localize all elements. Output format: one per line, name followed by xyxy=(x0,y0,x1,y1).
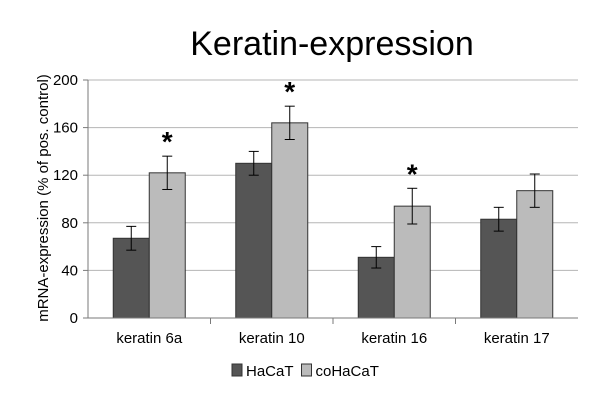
bar-cohacat-3 xyxy=(393,205,431,319)
bar-cohacat-1 xyxy=(148,172,186,319)
significance-markers: * * * xyxy=(162,76,418,189)
y-tick-label: 0 xyxy=(70,310,78,327)
bar-hacat-4 xyxy=(480,218,518,319)
x-category-label: keratin 6a xyxy=(116,330,183,347)
bar-hacat-2 xyxy=(235,162,273,319)
x-category-label: keratin 10 xyxy=(239,330,305,347)
bar-hacat-1 xyxy=(112,237,150,319)
x-category-label: keratin 16 xyxy=(361,330,427,347)
bar-cohacat-2 xyxy=(271,122,309,319)
y-tick-label: 40 xyxy=(61,262,78,279)
y-tick-label: 160 xyxy=(53,120,78,137)
y-tick-label: 200 xyxy=(53,72,78,89)
legend-label-cohacat: coHaCaT xyxy=(316,363,379,380)
legend-swatch-hacat xyxy=(231,363,243,377)
y-tick-label: 80 xyxy=(61,215,78,232)
legend-swatch-cohacat xyxy=(301,363,312,377)
chart-title: Keratin-expression xyxy=(190,25,473,63)
x-axis-categories: keratin 6a keratin 10 keratin 16 keratin 17 xyxy=(116,318,550,347)
y-axis-label: mRNA-expression (% of pos. control) xyxy=(35,74,52,322)
significance-star: * xyxy=(284,76,295,107)
x-category-label: keratin 17 xyxy=(484,330,550,347)
y-axis-ticks: 0 40 80 120 160 200 xyxy=(53,72,88,327)
y-tick-label: 120 xyxy=(53,167,78,184)
bar-cohacat-4 xyxy=(516,190,554,319)
significance-star: * xyxy=(407,158,418,189)
legend-label-hacat: HaCaT xyxy=(246,363,294,380)
legend: HaCaT coHaCaT xyxy=(231,363,379,380)
error-bars xyxy=(126,105,540,269)
bars xyxy=(112,122,554,319)
significance-star: * xyxy=(162,126,173,157)
